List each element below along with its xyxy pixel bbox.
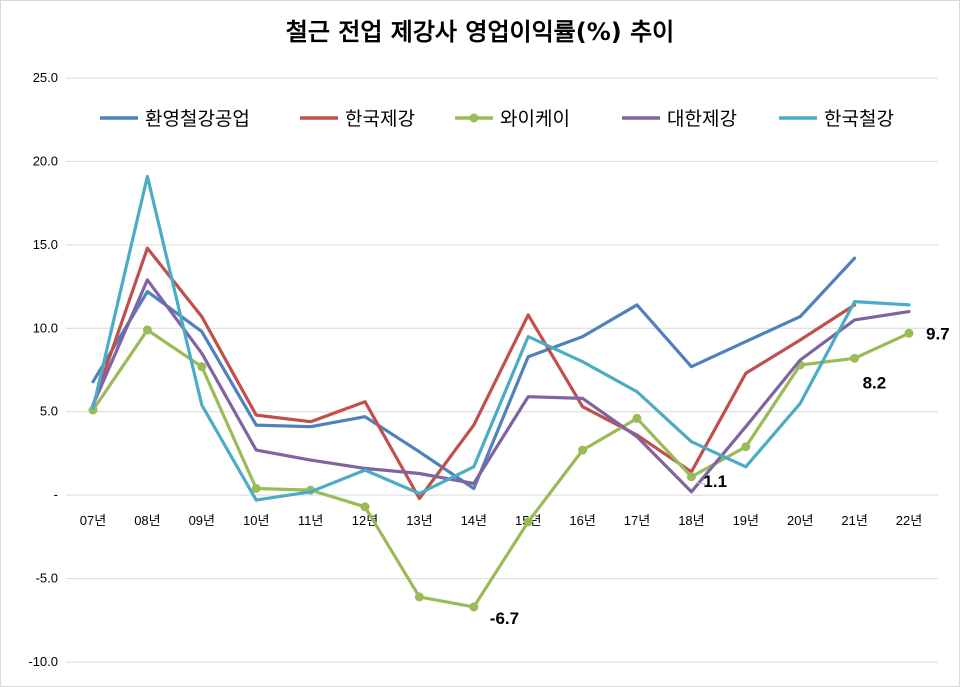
x-tick-label: 10년 <box>243 513 269 528</box>
x-tick-label: 07년 <box>80 513 106 528</box>
series-point <box>632 413 642 423</box>
leader-line <box>696 482 710 486</box>
legend: 환영철강공업 한국제강 와이케이 대한제강 한국철강 <box>100 108 894 130</box>
y-tick-label: -5.0 <box>36 571 58 586</box>
series-lines <box>88 174 914 612</box>
series-point <box>414 592 424 602</box>
x-tick-label: 17년 <box>624 513 650 528</box>
legend-label: 환영철강공업 <box>145 108 250 130</box>
legend-marker <box>469 113 479 123</box>
series-point <box>142 325 152 335</box>
legend-label: 와이케이 <box>500 108 570 130</box>
data-label: 9.7 <box>926 324 950 343</box>
series-line-5 <box>91 174 911 502</box>
series-point <box>850 353 860 363</box>
x-tick-label: 08년 <box>134 513 160 528</box>
y-tick-label: -10.0 <box>28 654 58 669</box>
data-labels: 1.1 -6.7 8.2 9.7 <box>490 324 950 628</box>
series-point <box>251 483 261 493</box>
series-point <box>904 328 914 338</box>
x-tick-label: 16년 <box>569 513 595 528</box>
gridlines <box>66 77 938 663</box>
series-point <box>578 445 588 455</box>
x-tick-label: 22년 <box>896 513 922 528</box>
data-label: -6.7 <box>490 609 519 628</box>
series-point <box>469 602 479 612</box>
y-tick-label: 15.0 <box>33 237 58 252</box>
legend-label: 대한제강 <box>667 108 737 130</box>
series-line-2 <box>91 246 857 501</box>
legend-label: 한국철강 <box>824 108 894 130</box>
data-label: 1.1 <box>703 472 727 491</box>
x-tick-label: 21년 <box>841 513 867 528</box>
series-line-1 <box>91 256 857 491</box>
y-tick-label: 10.0 <box>33 320 58 335</box>
x-tick-label: 20년 <box>787 513 813 528</box>
y-tick-label: 5.0 <box>40 404 58 419</box>
series-point <box>88 405 98 415</box>
x-tick-label: 13년 <box>406 513 432 528</box>
y-tick-label: 20.0 <box>33 153 58 168</box>
series-point <box>360 502 370 512</box>
series-point <box>523 517 533 527</box>
series-point <box>741 442 751 452</box>
series-line-4 <box>91 278 911 494</box>
chart-title: 철근 전업 제강사 영업이익률(%) 추이 <box>285 18 675 46</box>
series-point <box>197 362 207 372</box>
data-label: 8.2 <box>863 373 887 392</box>
legend-label: 한국제강 <box>345 108 415 130</box>
y-tick-label: - <box>54 487 58 502</box>
series-point <box>686 472 696 482</box>
x-tick-label: 19년 <box>733 513 759 528</box>
x-tick-label: 18년 <box>678 513 704 528</box>
x-tick-label: 09년 <box>189 513 215 528</box>
series-line-3 <box>91 328 911 609</box>
x-tick-label: 11년 <box>298 513 323 528</box>
x-tick-label: 14년 <box>461 513 487 528</box>
y-tick-label: 25.0 <box>33 70 58 85</box>
y-axis: 25.0 20.0 15.0 10.0 5.0 - -5.0 -10.0 <box>28 70 58 669</box>
x-axis: 07년08년09년10년11년12년13년14년15년16년17년18년19년2… <box>80 513 922 528</box>
